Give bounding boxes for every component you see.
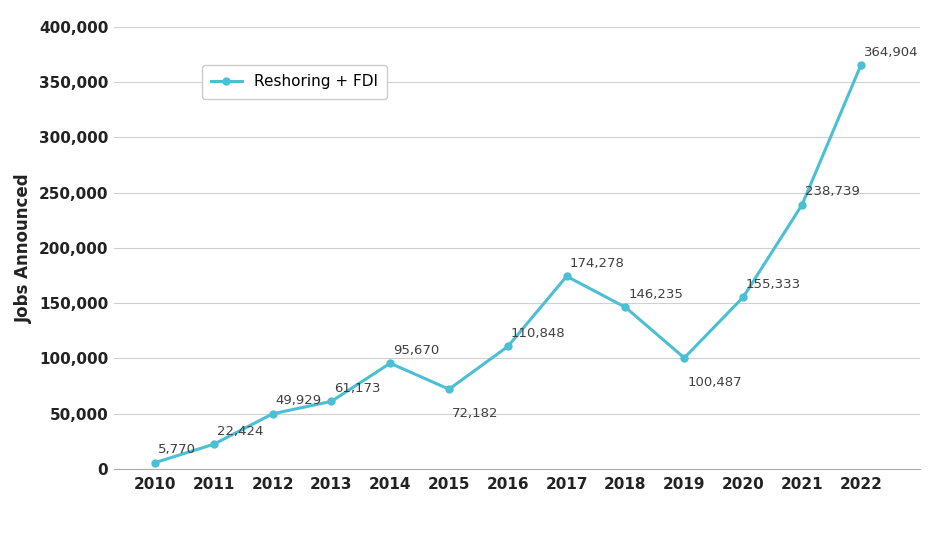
Reshoring + FDI bbox=[149, 459, 160, 466]
Text: 72,182: 72,182 bbox=[452, 407, 499, 420]
Text: 110,848: 110,848 bbox=[511, 327, 565, 340]
Reshoring + FDI bbox=[385, 360, 396, 366]
Text: 5,770: 5,770 bbox=[158, 443, 196, 456]
Reshoring + FDI bbox=[738, 294, 749, 301]
Reshoring + FDI bbox=[444, 386, 455, 392]
Reshoring + FDI bbox=[561, 273, 573, 279]
Reshoring + FDI bbox=[208, 441, 219, 447]
Reshoring + FDI bbox=[620, 304, 631, 311]
Text: 61,173: 61,173 bbox=[335, 382, 381, 395]
Text: 155,333: 155,333 bbox=[746, 278, 801, 290]
Text: 49,929: 49,929 bbox=[276, 394, 321, 407]
Text: 174,278: 174,278 bbox=[570, 257, 625, 270]
Reshoring + FDI bbox=[502, 343, 514, 350]
Reshoring + FDI bbox=[796, 202, 808, 208]
Text: 238,739: 238,739 bbox=[805, 185, 860, 198]
Text: 22,424: 22,424 bbox=[217, 425, 263, 438]
Text: 100,487: 100,487 bbox=[687, 376, 742, 389]
Reshoring + FDI bbox=[679, 354, 690, 361]
Legend: Reshoring + FDI: Reshoring + FDI bbox=[202, 65, 387, 99]
Line: Reshoring + FDI: Reshoring + FDI bbox=[152, 62, 865, 466]
Reshoring + FDI bbox=[326, 398, 337, 405]
Text: 95,670: 95,670 bbox=[393, 344, 439, 357]
Text: 146,235: 146,235 bbox=[629, 288, 684, 301]
Text: 364,904: 364,904 bbox=[864, 46, 919, 59]
Y-axis label: Jobs Announced: Jobs Announced bbox=[15, 173, 33, 322]
Reshoring + FDI bbox=[267, 410, 279, 417]
Reshoring + FDI bbox=[855, 62, 866, 69]
